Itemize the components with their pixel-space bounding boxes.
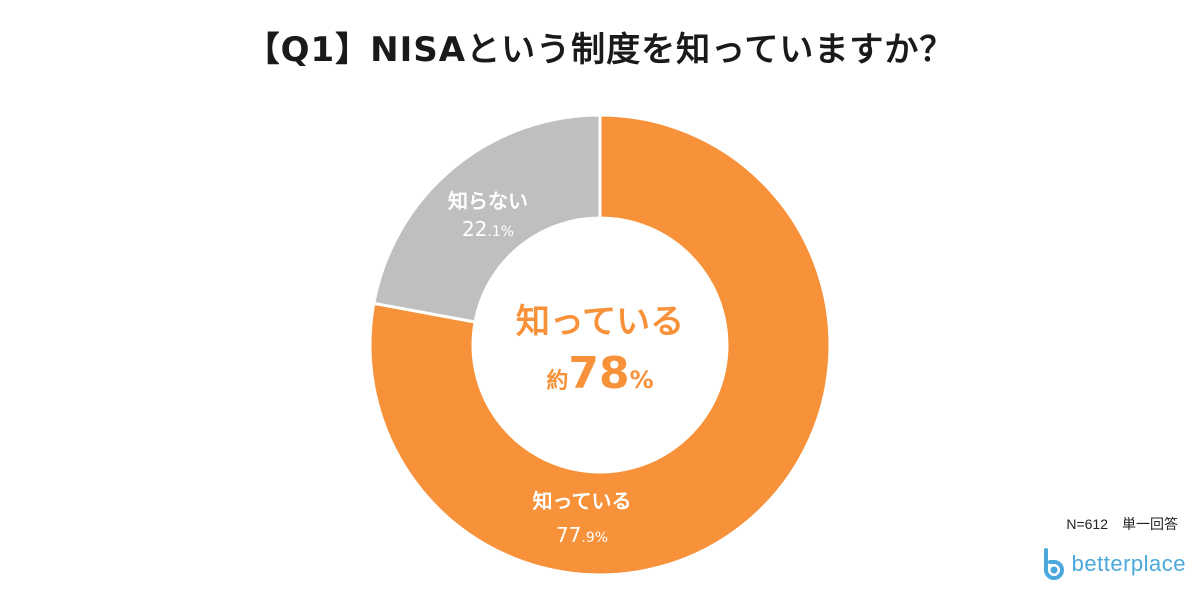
slice-pct-known: 77.9% [502,522,662,551]
chart-title: 【Q1】NISAという制度を知っていますか？ [245,30,955,70]
donut-slice-0 [368,113,832,577]
center-prefix: 約 [546,369,569,394]
slice-label-unknown: 知らない 22.1% [408,188,568,245]
slice-name-unknown: 知らない [448,189,528,213]
center-summary: 知っている 約78% [450,300,750,407]
betterplace-logo-icon [1043,548,1064,580]
slice-pct-dec-unknown: .1% [487,224,515,240]
center-value: 78 [568,348,630,399]
center-value-group: 約78% [450,350,750,407]
donut-slice-1 [372,113,602,324]
logo-text: betterplace [1071,551,1186,576]
sample-size-note: N=612 単一回答 [1066,516,1178,532]
slice-pct-unknown: 22.1% [408,216,568,245]
slice-name-known: 知っている [532,489,632,513]
slice-pct-dec-known: .9% [581,530,609,546]
slice-pct-int-unknown: 22 [461,217,488,241]
brand-logo: betterplace [1040,548,1186,580]
center-unit: % [629,366,654,394]
slice-pct-int-known: 77 [555,523,582,547]
center-label: 知っている [515,302,685,342]
slice-label-known: 知っている 77.9% [502,488,662,551]
